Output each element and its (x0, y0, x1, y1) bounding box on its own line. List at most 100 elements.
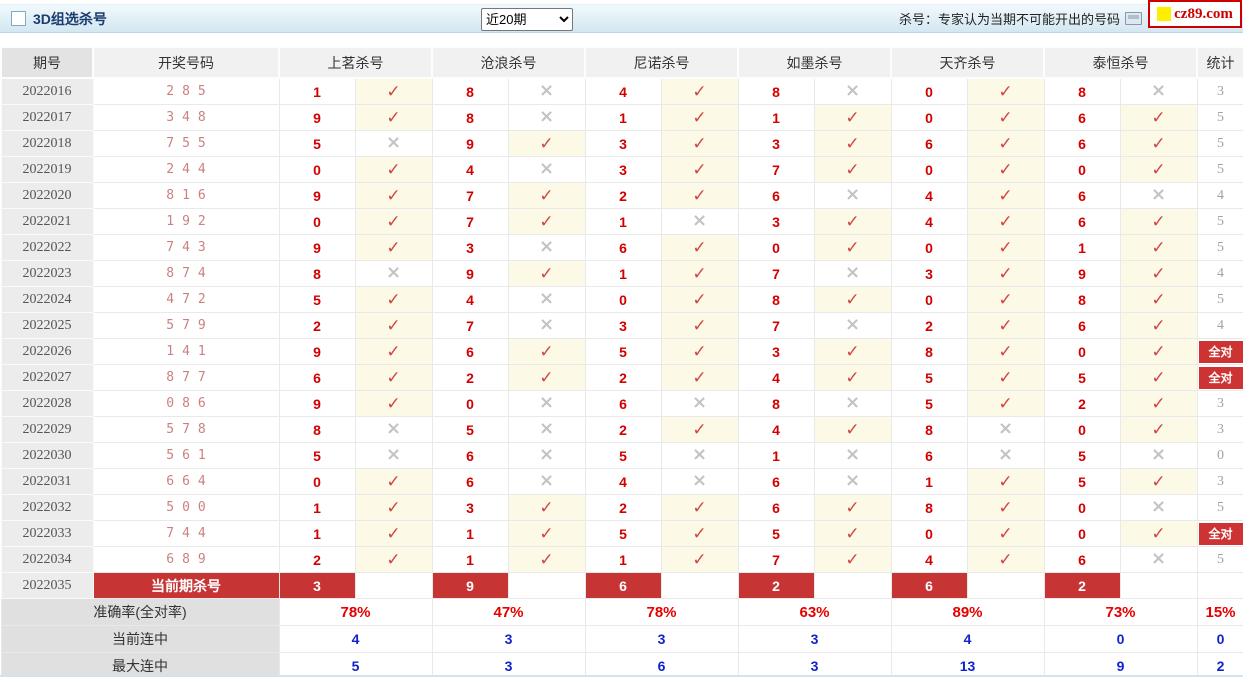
kill-number-cell: 8 (890, 416, 968, 443)
kill-number-cell: 9 (278, 338, 356, 365)
cross-icon: × (844, 313, 861, 335)
footer-row: 当前连中 4 3 3 3 4 0 0 (0, 625, 1243, 653)
period-cell: 2022034 (0, 546, 94, 573)
kill-number-cell: 4 (890, 208, 968, 235)
kill-number-cell: 6 (737, 494, 815, 521)
kill-result-cell: × (507, 77, 586, 105)
current-kill-number-cell: 9 (431, 572, 509, 599)
kill-number-cell: 3 (584, 130, 662, 157)
check-icon: ✓ (998, 133, 1013, 154)
kill-result-cell: ✓ (813, 364, 892, 391)
kill-result-cell: ✓ (1119, 520, 1198, 547)
drawn-numbers-cell: 877 (92, 364, 280, 391)
cross-icon: × (844, 261, 861, 283)
cross-icon: × (691, 209, 708, 231)
cross-icon: × (1150, 495, 1167, 517)
footer-value-cell: 5 (278, 652, 433, 677)
kill-number-cell: 7 (431, 182, 509, 209)
period-cell: 2022019 (0, 156, 94, 183)
kill-result-cell: ✓ (813, 286, 892, 313)
cross-icon: × (538, 417, 555, 439)
footer-label-cell: 最大连中 (0, 652, 280, 677)
drawn-numbers-cell: 500 (92, 494, 280, 521)
kill-result-cell: ✓ (660, 182, 739, 209)
kill-number-cell: 6 (584, 390, 662, 417)
kill-result-cell: ✓ (966, 468, 1045, 495)
footer-value-cell: 13 (890, 652, 1045, 677)
page-title: 3D组选杀号 (33, 10, 107, 27)
kill-result-cell: ✓ (813, 520, 892, 547)
cross-icon: × (538, 235, 555, 257)
panel-checkbox[interactable] (11, 11, 26, 26)
period-cell: 2022026 (0, 338, 94, 365)
range-select[interactable]: 近20期 (481, 8, 573, 31)
cross-icon: × (538, 105, 555, 127)
kill-result-cell: ✓ (354, 104, 433, 131)
kill-number-cell: 9 (278, 234, 356, 261)
check-icon: ✓ (845, 549, 860, 570)
cross-icon: × (1150, 547, 1167, 569)
kill-result-cell: ✓ (966, 364, 1045, 391)
drawn-numbers-cell: 743 (92, 234, 280, 261)
check-icon: ✓ (692, 549, 707, 570)
kill-number-cell: 9 (431, 260, 509, 287)
cross-icon: × (538, 313, 555, 335)
kill-result-cell: ✓ (507, 130, 586, 157)
check-icon: ✓ (692, 367, 707, 388)
footer-value-cell: 6 (584, 652, 739, 677)
kill-number-cell: 5 (1043, 468, 1121, 495)
kill-number-cell: 8 (1043, 77, 1121, 105)
check-icon: ✓ (998, 81, 1013, 102)
kill-number-cell: 1 (737, 104, 815, 131)
site-logo[interactable]: cz89.com (1148, 0, 1242, 28)
check-icon: ✓ (845, 341, 860, 362)
kill-result-cell: ✓ (660, 338, 739, 365)
kill-result-cell: ✓ (813, 104, 892, 131)
kill-number-cell: 8 (278, 260, 356, 287)
cross-icon: × (1150, 79, 1167, 101)
table-row: 2022019 244 0 ✓ 4 × 3 ✓ 7 ✓ 0 ✓ 0 ✓ 5 (0, 156, 1243, 183)
cross-icon: × (538, 469, 555, 491)
check-icon: ✓ (998, 393, 1013, 414)
kill-number-cell: 1 (584, 104, 662, 131)
kill-result-cell: ✓ (966, 546, 1045, 573)
table-row: 2022033 744 1 ✓ 1 ✓ 5 ✓ 5 ✓ 0 ✓ 0 ✓ 全对 (0, 520, 1243, 547)
footer-value-cell: 89% (890, 598, 1045, 626)
check-icon: ✓ (539, 367, 554, 388)
stat-cell: 5 (1196, 234, 1243, 261)
favorite-icon[interactable] (1124, 12, 1142, 25)
kill-number-cell: 6 (890, 130, 968, 157)
check-icon: ✓ (998, 263, 1013, 284)
period-cell: 2022025 (0, 312, 94, 339)
kill-result-cell: ✓ (1119, 338, 1198, 365)
footer-value-cell: 3 (431, 652, 586, 677)
drawn-numbers-cell: 579 (92, 312, 280, 339)
kill-result-cell: ✓ (1119, 130, 1198, 157)
kill-number-cell: 6 (1043, 546, 1121, 573)
kill-result-cell: ✓ (354, 156, 433, 183)
kill-result-cell: × (813, 442, 892, 469)
kill-number-cell: 0 (1043, 338, 1121, 365)
check-icon: ✓ (845, 159, 860, 180)
cross-icon: × (844, 443, 861, 465)
footer-value-cell: 3 (737, 652, 892, 677)
check-icon: ✓ (998, 549, 1013, 570)
table-row: 2022016 285 1 ✓ 8 × 4 ✓ 8 × 0 ✓ 8 × 3 (0, 77, 1243, 105)
kill-result-cell: ✓ (507, 546, 586, 573)
check-icon: ✓ (539, 133, 554, 154)
kill-result-cell: ✓ (966, 286, 1045, 313)
footer-value-cell: 73% (1043, 598, 1198, 626)
cross-icon: × (538, 79, 555, 101)
kill-result-cell: ✓ (660, 364, 739, 391)
kill-result-cell: ✓ (966, 130, 1045, 157)
kill-number-cell: 1 (890, 468, 968, 495)
kill-number-cell: 0 (584, 286, 662, 313)
kill-result-cell: × (813, 260, 892, 287)
drawn-numbers-cell: 874 (92, 260, 280, 287)
table-row: 2022025 579 2 ✓ 7 × 3 ✓ 7 × 2 ✓ 6 ✓ 4 (0, 312, 1243, 339)
kill-number-cell: 5 (278, 130, 356, 157)
kill-result-cell: ✓ (354, 338, 433, 365)
kill-result-cell: × (813, 77, 892, 105)
drawn-numbers-cell: 561 (92, 442, 280, 469)
